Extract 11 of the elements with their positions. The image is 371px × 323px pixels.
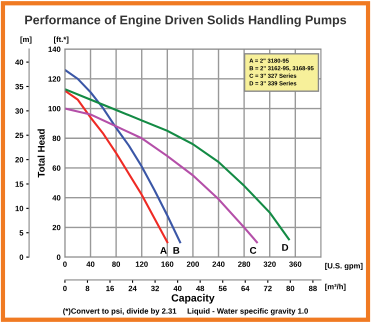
chart-title: Performance of Engine Driven Solids Handling Pumps xyxy=(25,15,346,27)
series-label: A xyxy=(160,247,167,254)
y-axis-title: Total Head xyxy=(38,129,45,178)
line-series xyxy=(64,88,290,240)
x-axis-title: Capacity xyxy=(172,294,215,304)
line-series xyxy=(64,90,168,244)
series-label: B xyxy=(173,247,180,254)
line-series xyxy=(64,107,258,244)
series-label: D xyxy=(282,244,288,251)
line-series xyxy=(64,68,182,244)
series-label: C xyxy=(250,246,256,254)
